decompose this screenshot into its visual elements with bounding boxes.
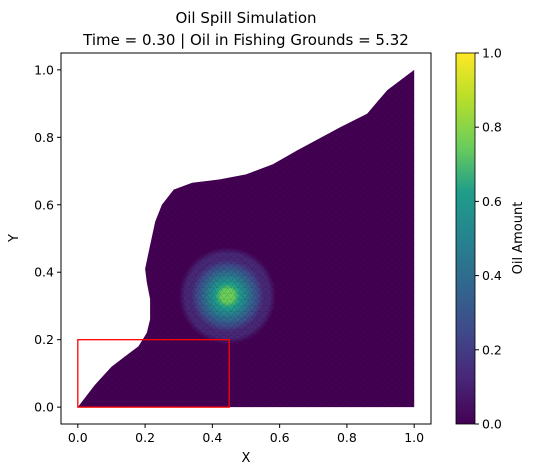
y-tick-label: 0.2 <box>34 332 54 347</box>
colorbar-label: Oil Amount <box>511 202 526 275</box>
chart-subtitle: Time = 0.30 | Oil in Fishing Grounds = 5… <box>82 31 409 49</box>
y-tick-label: 0.4 <box>34 265 54 280</box>
colorbar: 0.0 0.2 0.4 0.6 0.8 1.0 Oil Amount <box>455 46 526 432</box>
colorbar-bar <box>455 52 476 425</box>
x-tick-label: 0.0 <box>68 430 88 445</box>
y-tick-label: 0.0 <box>34 400 54 415</box>
y-axis-ticks: 0.0 0.2 0.4 0.6 0.8 1.0 <box>34 62 61 415</box>
y-tick-label: 1.0 <box>34 62 54 77</box>
colorbar-tick-label: 0.0 <box>482 417 502 432</box>
x-tick-label: 0.6 <box>270 430 290 445</box>
colorbar-tick-label: 1.0 <box>482 46 502 61</box>
colorbar-tick-label: 0.4 <box>482 268 502 283</box>
x-tick-label: 0.8 <box>337 430 357 445</box>
chart-title: Oil Spill Simulation <box>175 9 316 27</box>
x-tick-label: 1.0 <box>404 430 424 445</box>
plot-frame <box>60 52 432 425</box>
mesh-overlay <box>77 69 415 408</box>
y-axis-label: Y <box>7 234 22 243</box>
x-axis-label: X <box>242 451 251 466</box>
fishing-grounds-rect <box>77 339 230 408</box>
y-tick-label: 0.8 <box>34 130 54 145</box>
y-tick-label: 0.6 <box>34 197 54 212</box>
colorbar-tick-label: 0.6 <box>482 194 502 209</box>
plot-area: 0.0 0.2 0.4 0.6 0.8 1.0 0.0 0.2 0.4 0.6 0.8 1.0 <box>34 52 432 445</box>
x-tick-label: 0.4 <box>202 430 222 445</box>
colorbar-ticks: 0.0 0.2 0.4 0.6 0.8 1.0 <box>475 46 502 432</box>
x-tick-label: 0.2 <box>135 430 155 445</box>
x-axis-ticks: 0.0 0.2 0.4 0.6 0.8 1.0 <box>68 424 424 445</box>
colorbar-tick-label: 0.2 <box>482 342 502 357</box>
colorbar-tick-label: 0.8 <box>482 120 502 135</box>
